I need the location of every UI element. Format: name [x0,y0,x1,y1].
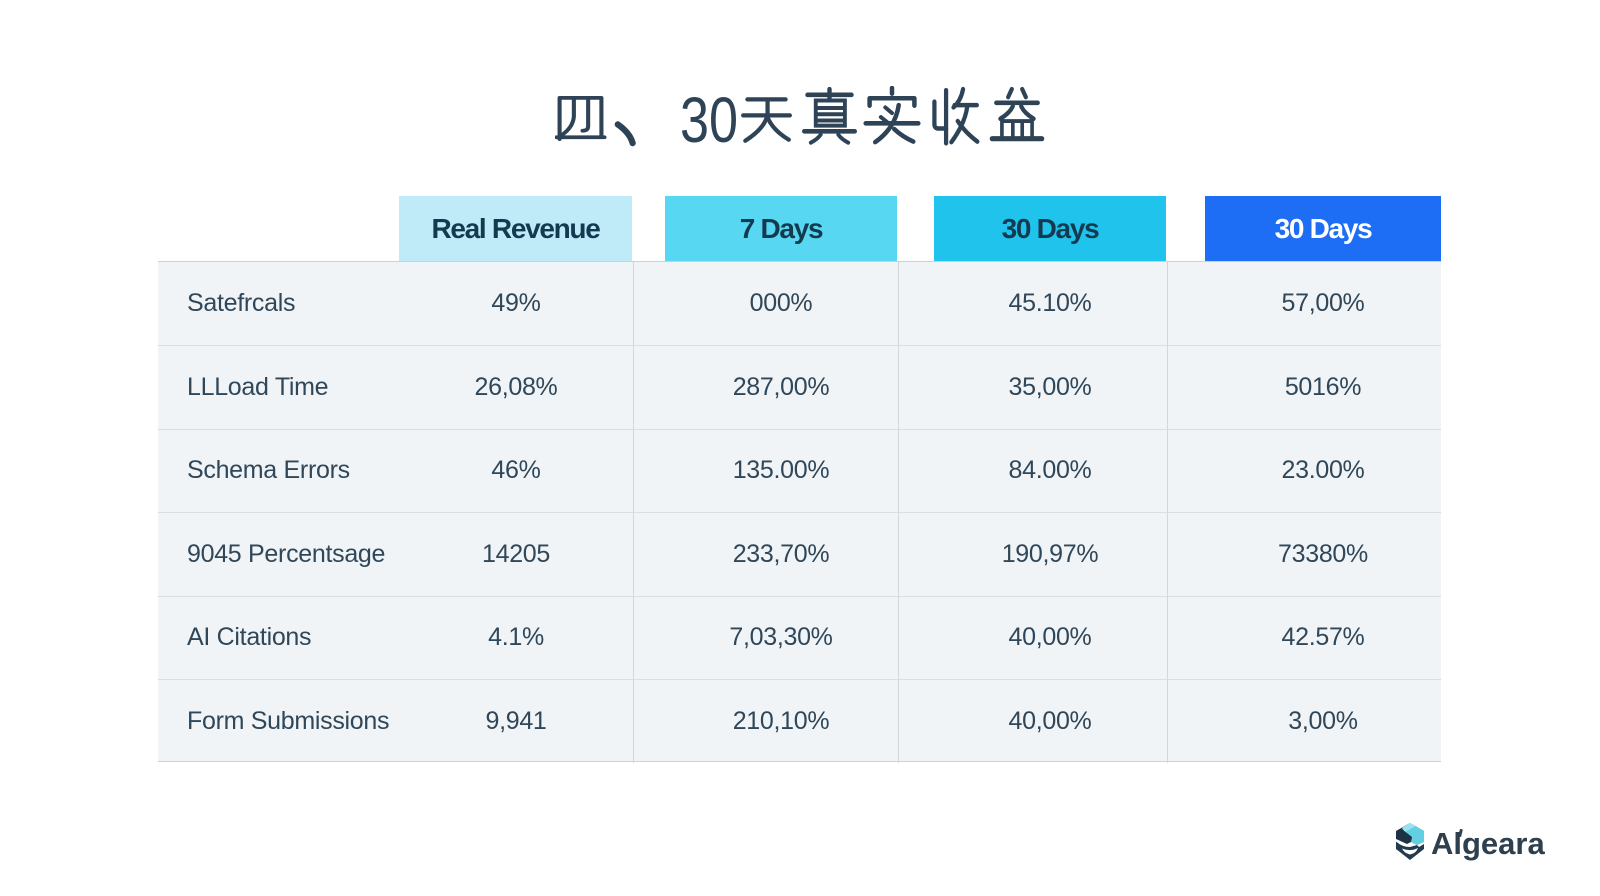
svg-text:30: 30 [680,86,738,148]
